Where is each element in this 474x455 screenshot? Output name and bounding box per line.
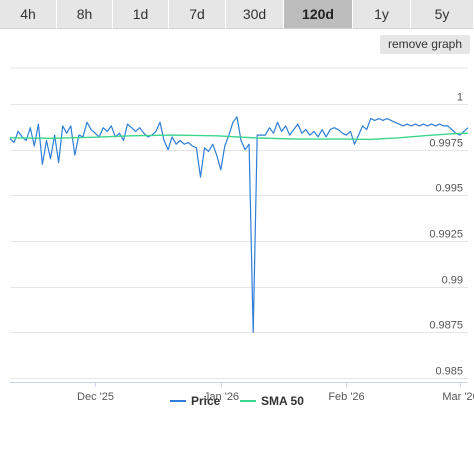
tab-120d[interactable]: 120d — [284, 0, 353, 29]
y-tick-label: 0.985 — [435, 366, 463, 378]
x-tick-label: Dec '25 — [77, 391, 114, 403]
x-tick-label: Feb '26 — [328, 391, 364, 403]
legend-price-label: Price — [191, 394, 221, 408]
tab-1d[interactable]: 1d — [113, 0, 169, 29]
y-tick-label: 0.9875 — [429, 320, 463, 332]
y-tick-label: 0.9975 — [429, 138, 463, 150]
y-tick-label: 0.9925 — [429, 229, 463, 241]
legend-sma50-label: SMA 50 — [261, 394, 304, 408]
y-tick-label: 1 — [457, 92, 463, 104]
tab-4h[interactable]: 4h — [0, 0, 57, 29]
tab-1y[interactable]: 1y — [353, 0, 411, 29]
tab-7d[interactable]: 7d — [169, 0, 226, 29]
x-tick-label: Mar '26 — [442, 391, 474, 403]
tab-30d[interactable]: 30d — [226, 0, 284, 29]
x-tick-label: Jan '26 — [204, 391, 239, 403]
sma50-series-line — [9, 132, 469, 141]
y-tick-label: 0.995 — [435, 183, 463, 195]
price-series-line — [9, 116, 469, 333]
time-range-tabs: 4h 8h 1d 7d 30d 120d 1y 5y — [0, 0, 474, 30]
tab-5y[interactable]: 5y — [411, 0, 474, 29]
tab-8h[interactable]: 8h — [57, 0, 113, 29]
remove-graph-button[interactable]: remove graph — [379, 35, 470, 54]
y-tick-label: 0.99 — [442, 275, 463, 287]
